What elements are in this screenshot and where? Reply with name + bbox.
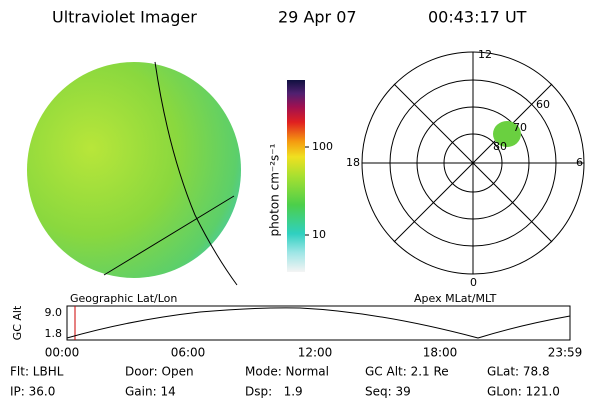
footer-field: Mode: Normal	[245, 365, 329, 379]
polar-label: Apex MLat/MLT	[414, 292, 497, 305]
x-tick-label: 23:59	[548, 346, 583, 360]
footer-field: GC Alt: 2.1 Re	[365, 365, 449, 379]
orbit-line	[103, 195, 235, 276]
title: Ultraviolet Imager	[52, 8, 197, 27]
x-tick-label: 06:00	[171, 346, 206, 360]
x-tick-label: 12:00	[298, 346, 333, 360]
mlt-label: 6	[576, 156, 583, 169]
geo-label: Geographic Lat/Lon	[70, 292, 177, 305]
mlat-label: 80	[493, 140, 507, 153]
mlt-label: 0	[470, 276, 477, 289]
mlat-label: 70	[513, 121, 527, 134]
colorbar-tick-label: 100	[312, 140, 333, 153]
mlat-label: 60	[536, 98, 550, 111]
polar-grid	[361, 51, 585, 275]
footer-field: Dsp: 1.9	[245, 385, 303, 399]
altitude-curve	[66, 307, 571, 339]
footer-field: GLat: 78.8	[487, 365, 550, 379]
footer-field: Seq: 39	[365, 385, 411, 399]
footer-field: GLon: 121.0	[487, 385, 560, 399]
mlt-label: 12	[478, 48, 492, 61]
x-tick-label: 00:00	[45, 346, 80, 360]
footer-field: Door: Open	[125, 365, 194, 379]
y-tick-label: 9.0	[45, 306, 63, 319]
earth-image	[27, 62, 241, 278]
footer-field: IP: 36.0	[10, 385, 55, 399]
terminator-line	[154, 61, 238, 286]
aurora-blob	[493, 121, 521, 147]
date: 29 Apr 07	[278, 8, 357, 27]
footer-field: Flt: LBHL	[10, 365, 64, 379]
footer-field: Gain: 14	[125, 385, 176, 399]
time: 00:43:17 UT	[428, 8, 527, 27]
y-label: GC Alt	[11, 305, 24, 340]
colorbar	[287, 80, 305, 272]
colorbar-tick-label: 10	[312, 228, 326, 241]
footer: Flt: LBHL Door: Open Mode: Normal GC Alt: 2…	[10, 365, 560, 399]
y-tick-label: 1.8	[45, 327, 63, 340]
colorbar-label: photon cm⁻²s⁻¹	[268, 143, 282, 236]
x-tick-label: 18:00	[423, 346, 458, 360]
altitude-frame	[66, 305, 571, 341]
mlt-label: 18	[346, 156, 360, 169]
